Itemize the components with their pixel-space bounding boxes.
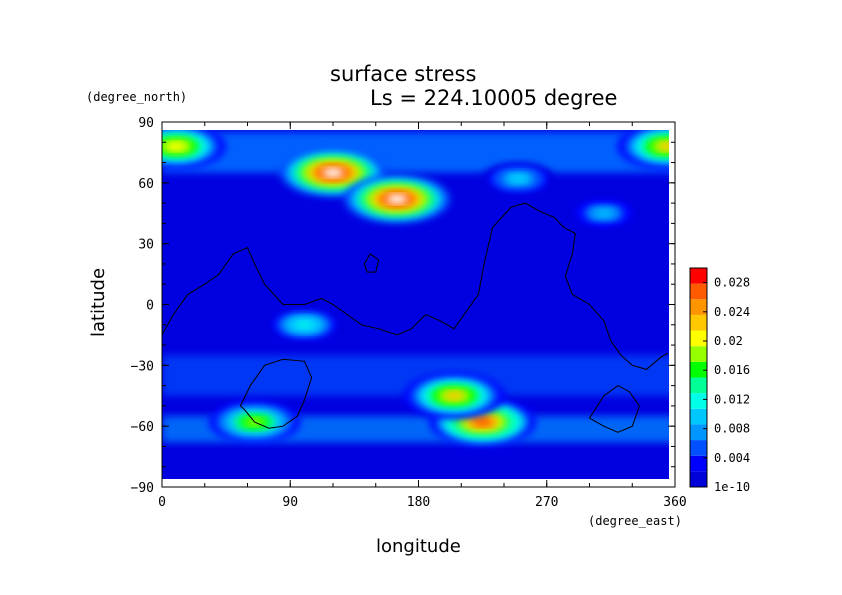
stress-region-8 xyxy=(596,210,611,217)
y-tick-label: 30 xyxy=(138,238,154,253)
colorbar-swatch xyxy=(690,346,707,362)
colorbar-swatch xyxy=(690,377,707,394)
colorbar-tick-label: 0.008 xyxy=(714,422,750,436)
x-tick-label: 180 xyxy=(407,495,430,510)
stress-region-1 xyxy=(386,194,408,204)
stress-region-0 xyxy=(322,167,344,178)
chart-subtitle: Ls = 224.10005 degree xyxy=(370,86,618,110)
colorbar-swatch xyxy=(690,330,707,347)
y-tick-label: −30 xyxy=(131,359,154,374)
y-axis-label: latitude xyxy=(88,267,110,338)
colorbar-swatch xyxy=(690,455,707,472)
x-tick-label: 270 xyxy=(535,495,558,510)
x-tick-label: 0 xyxy=(158,495,166,510)
contour-southeast-basin xyxy=(588,385,640,433)
colorbar-tick-label: 1e-10 xyxy=(714,480,750,494)
colorbar-swatch xyxy=(690,361,707,378)
x-axis-label: longitude xyxy=(376,536,461,557)
colorbar-tick-label: 0.012 xyxy=(714,392,750,406)
colorbar-swatch xyxy=(690,424,707,441)
x-tick-label: 360 xyxy=(663,495,686,510)
field-layers xyxy=(162,130,669,479)
stress-region-3 xyxy=(443,391,465,401)
colorbar-tick-label: 0.004 xyxy=(714,451,750,465)
colorbar-swatch xyxy=(690,283,707,300)
colorbar-swatch xyxy=(690,440,707,456)
y-tick-label: 60 xyxy=(138,177,154,192)
colorbar-tick-label: 0.028 xyxy=(714,276,750,290)
x-unit-label: (degree_east) xyxy=(588,514,682,528)
stress-region-7 xyxy=(296,321,313,329)
colorbar-swatch xyxy=(690,408,707,425)
colorbar-swatch xyxy=(690,314,707,331)
contour-topography xyxy=(161,202,669,370)
colorbar-swatch xyxy=(690,268,707,284)
y-tick-label: 0 xyxy=(146,299,154,314)
stress-region-5 xyxy=(166,141,187,151)
topography-contours xyxy=(161,202,669,433)
chart-title: surface stress xyxy=(330,62,477,86)
stress-field xyxy=(162,130,669,479)
y-tick-label: 90 xyxy=(138,116,154,131)
north-band xyxy=(162,132,669,173)
colorbar-swatch xyxy=(690,471,707,487)
colorbar-tick-label: 0.02 xyxy=(714,334,743,348)
y-tick-label: −60 xyxy=(131,420,154,435)
axis-ticks: 0 90 180 270 360 90 60 30 0 −30 −60 −90 xyxy=(131,116,687,510)
stress-region-6 xyxy=(657,141,669,151)
colorbar: 0.028 0.024 0.02 0.016 0.012 0.008 0.004 1e-10 xyxy=(689,267,750,494)
contour-south-basin xyxy=(239,358,313,429)
colorbar-swatch xyxy=(690,393,707,409)
colorbar-frame xyxy=(689,267,708,488)
y-tick-label: −90 xyxy=(131,481,154,496)
x-tick-label: 90 xyxy=(282,495,298,510)
stress-region-2 xyxy=(471,417,494,427)
colorbar-tick-label: 0.016 xyxy=(714,363,750,377)
colorbar-tick-label: 0.024 xyxy=(714,305,750,319)
stress-region-9 xyxy=(511,175,526,182)
y-unit-label: (degree_north) xyxy=(86,90,188,104)
contour-small-basin xyxy=(363,253,380,273)
colorbar-swatch xyxy=(690,299,707,315)
